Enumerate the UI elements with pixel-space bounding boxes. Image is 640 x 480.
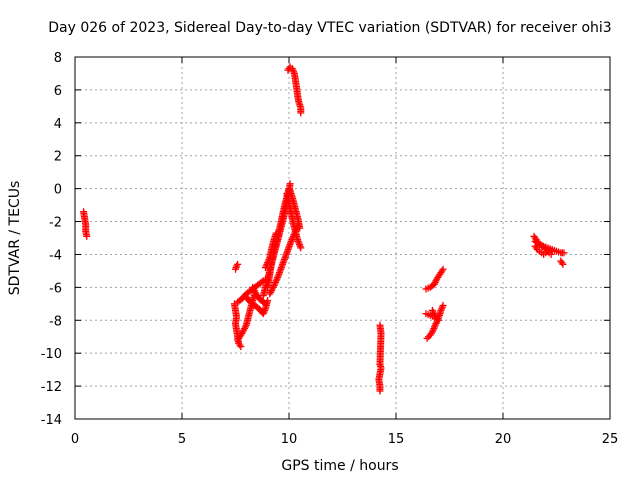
data-point xyxy=(429,326,437,334)
data-point xyxy=(290,68,298,76)
data-point xyxy=(297,244,305,252)
x-tick-label: 25 xyxy=(602,432,619,447)
data-point xyxy=(264,259,272,267)
data-point xyxy=(262,262,270,270)
x-tick-label: 5 xyxy=(178,432,186,447)
x-tick-label: 20 xyxy=(495,432,512,447)
y-tick-label: 2 xyxy=(54,150,62,165)
x-tick-labels: 0 5 10 15 20 25 xyxy=(71,432,618,447)
y-tick-label: -12 xyxy=(41,380,62,395)
data-point xyxy=(431,280,439,288)
data-point xyxy=(438,305,446,313)
y-tick-label: 6 xyxy=(54,84,62,99)
data-point xyxy=(428,306,436,314)
y-tick-label: 4 xyxy=(54,117,62,132)
data-point xyxy=(261,264,269,272)
data-point xyxy=(428,328,436,336)
chart-title: Day 026 of 2023, Sidereal Day-to-day VTE… xyxy=(48,20,611,36)
y-tick-label: 0 xyxy=(54,183,62,198)
data-point xyxy=(439,265,447,273)
data-point xyxy=(286,180,294,188)
data-point xyxy=(241,323,249,331)
y-tick-label: 8 xyxy=(54,51,62,66)
x-tick-label: 10 xyxy=(281,432,298,447)
data-point xyxy=(431,321,439,329)
data-point xyxy=(287,237,295,245)
y-tick-label: -6 xyxy=(49,281,62,296)
data-point xyxy=(438,303,446,311)
data-point xyxy=(263,260,271,268)
data-point xyxy=(259,310,267,318)
data-point xyxy=(437,306,445,314)
data-point xyxy=(430,325,438,332)
data-point xyxy=(271,278,279,286)
data-point xyxy=(271,280,279,288)
y-tick-label: -10 xyxy=(41,347,62,362)
plot-frame xyxy=(74,56,611,420)
data-point xyxy=(288,65,296,73)
data-point xyxy=(272,277,280,285)
data-point xyxy=(432,313,440,321)
data-point xyxy=(429,308,437,316)
data-point xyxy=(297,109,305,117)
data-point xyxy=(269,283,277,291)
y-tick-label: -2 xyxy=(49,216,62,231)
grid xyxy=(75,57,610,419)
data-point xyxy=(547,250,555,258)
data-point xyxy=(376,387,384,395)
y-tick-labels: -14 -12 -10 -8 -6 -4 -2 0 2 4 6 8 xyxy=(41,51,62,428)
data-point xyxy=(261,306,269,314)
data-point xyxy=(285,185,293,193)
data-point xyxy=(272,229,280,237)
data-point xyxy=(558,259,566,267)
data-point xyxy=(260,308,268,316)
y-tick-label: -4 xyxy=(49,248,62,263)
data-point xyxy=(264,257,272,265)
data-point xyxy=(265,255,273,263)
data-point xyxy=(233,262,241,270)
x-axis-label: GPS time / hours xyxy=(281,458,398,474)
data-points xyxy=(80,63,568,395)
data-point xyxy=(534,239,542,247)
data-point xyxy=(438,267,446,275)
data-point xyxy=(431,323,439,331)
data-point xyxy=(273,275,281,283)
data-point xyxy=(435,316,443,324)
data-point xyxy=(236,341,244,349)
data-point xyxy=(261,300,269,308)
data-point xyxy=(289,66,297,74)
data-point xyxy=(237,343,245,351)
x-tick-label: 15 xyxy=(388,432,405,447)
data-point xyxy=(270,282,278,290)
y-tick-label: -14 xyxy=(41,413,62,428)
data-point xyxy=(559,260,567,268)
x-tick-label: 0 xyxy=(71,432,79,447)
data-point xyxy=(560,249,568,257)
data-point xyxy=(439,301,447,309)
data-point xyxy=(431,278,439,286)
data-point xyxy=(423,334,431,342)
y-tick-label: -8 xyxy=(49,314,62,329)
data-point xyxy=(274,273,282,281)
data-point xyxy=(83,232,91,240)
axis-ticks xyxy=(74,56,611,420)
data-point xyxy=(260,299,268,307)
data-point xyxy=(234,260,242,268)
y-axis-label: SDTVAR / TECUs xyxy=(7,181,23,296)
